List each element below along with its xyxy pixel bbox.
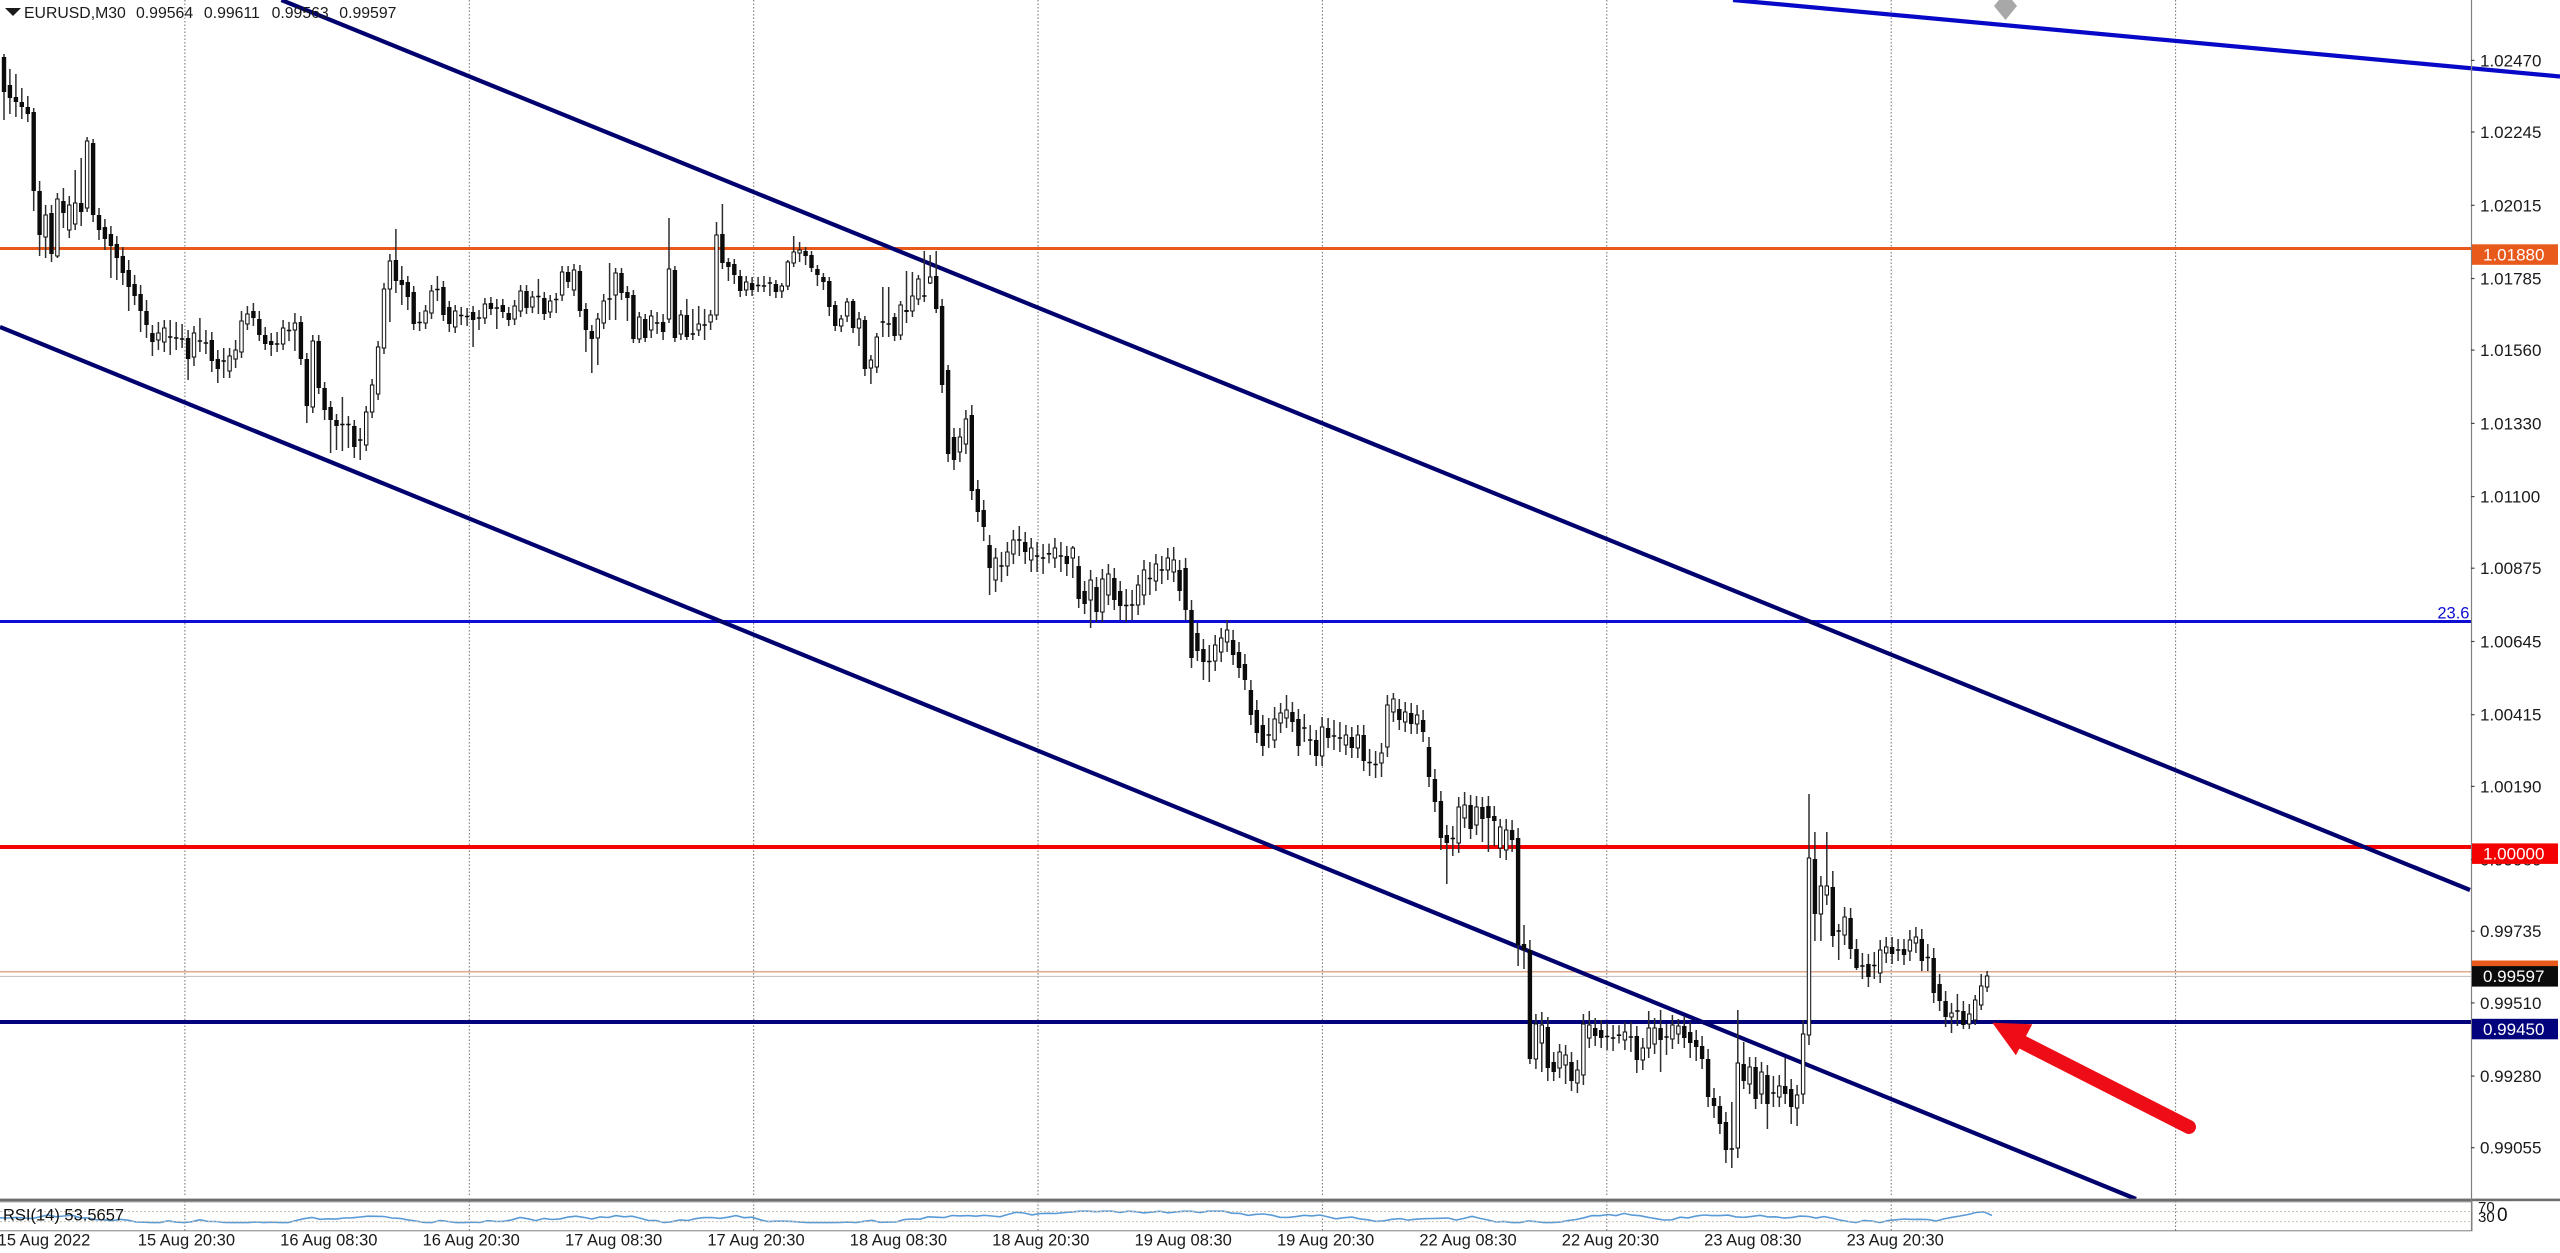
svg-text:23.6: 23.6 xyxy=(2437,605,2469,623)
svg-text:1.01100: 1.01100 xyxy=(2480,488,2540,507)
svg-text:23 Aug 08:30: 23 Aug 08:30 xyxy=(1704,1232,1801,1250)
svg-text:1.00415: 1.00415 xyxy=(2480,706,2541,725)
svg-text:1.02245: 1.02245 xyxy=(2480,123,2541,142)
svg-text:0: 0 xyxy=(2497,1205,2508,1226)
svg-text:1.01785: 1.01785 xyxy=(2480,270,2541,289)
svg-text:19 Aug 08:30: 19 Aug 08:30 xyxy=(1135,1232,1232,1250)
svg-text:1.00875: 1.00875 xyxy=(2480,559,2541,578)
svg-text:16 Aug 08:30: 16 Aug 08:30 xyxy=(280,1232,377,1250)
svg-text:1.01330: 1.01330 xyxy=(2480,414,2541,433)
svg-text:0.99564: 0.99564 xyxy=(136,5,193,22)
svg-text:EURUSD,M30: EURUSD,M30 xyxy=(24,5,126,22)
svg-text:17 Aug 08:30: 17 Aug 08:30 xyxy=(565,1232,662,1250)
svg-text:18 Aug 08:30: 18 Aug 08:30 xyxy=(850,1232,947,1250)
svg-text:1.01880: 1.01880 xyxy=(2483,245,2544,264)
svg-text:RSI(14) 53.5657: RSI(14) 53.5657 xyxy=(3,1207,124,1225)
svg-text:1.00645: 1.00645 xyxy=(2480,633,2541,652)
svg-text:15 Aug 2022: 15 Aug 2022 xyxy=(0,1232,90,1250)
svg-text:22 Aug 20:30: 22 Aug 20:30 xyxy=(1562,1232,1659,1250)
svg-text:15 Aug 20:30: 15 Aug 20:30 xyxy=(138,1232,235,1250)
svg-text:0.99563: 0.99563 xyxy=(272,5,329,22)
svg-text:17 Aug 20:30: 17 Aug 20:30 xyxy=(707,1232,804,1250)
svg-text:19 Aug 20:30: 19 Aug 20:30 xyxy=(1277,1232,1374,1250)
svg-text:1.01560: 1.01560 xyxy=(2480,341,2541,360)
svg-text:1.00000: 1.00000 xyxy=(2483,844,2544,863)
svg-text:0.99510: 0.99510 xyxy=(2480,994,2541,1013)
svg-text:16 Aug 20:30: 16 Aug 20:30 xyxy=(423,1232,520,1250)
svg-text:1.02015: 1.02015 xyxy=(2480,196,2541,215)
svg-text:23 Aug 20:30: 23 Aug 20:30 xyxy=(1847,1232,1944,1250)
svg-text:0.99597: 0.99597 xyxy=(339,5,396,22)
svg-text:0.99611: 0.99611 xyxy=(204,5,260,22)
svg-text:1.02470: 1.02470 xyxy=(2480,51,2541,70)
svg-text:22 Aug 08:30: 22 Aug 08:30 xyxy=(1419,1232,1516,1250)
svg-text:0.99280: 0.99280 xyxy=(2480,1067,2541,1086)
svg-text:0.99450: 0.99450 xyxy=(2483,1020,2544,1039)
svg-text:0.99597: 0.99597 xyxy=(2483,967,2544,986)
svg-text:1.00190: 1.00190 xyxy=(2480,777,2541,796)
svg-text:70: 70 xyxy=(2478,1199,2495,1216)
svg-text:18 Aug 20:30: 18 Aug 20:30 xyxy=(992,1232,1089,1250)
svg-text:0.99735: 0.99735 xyxy=(2480,922,2541,941)
svg-text:30: 30 xyxy=(2478,1209,2495,1226)
svg-text:0.99055: 0.99055 xyxy=(2480,1139,2541,1158)
